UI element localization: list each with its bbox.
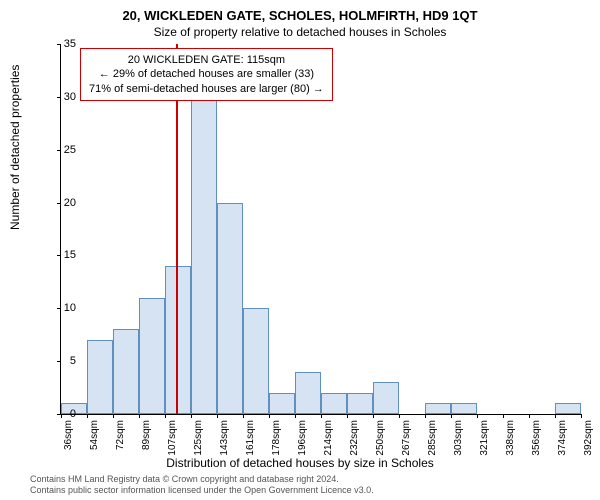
ytick-label: 15 (46, 249, 76, 261)
xtick-label: 356sqm (531, 420, 542, 460)
xtick-mark (113, 414, 114, 418)
xtick-label: 143sqm (219, 420, 230, 460)
xtick-label: 338sqm (505, 420, 516, 460)
xtick-label: 392sqm (583, 420, 594, 460)
ytick-label: 25 (46, 144, 76, 156)
xtick-label: 178sqm (271, 420, 282, 460)
xtick-mark (165, 414, 166, 418)
xtick-label: 161sqm (245, 420, 256, 460)
xtick-label: 267sqm (401, 420, 412, 460)
info-line-2: ← 29% of detached houses are smaller (33… (89, 67, 324, 81)
histogram-bar (451, 403, 477, 414)
xtick-mark (87, 414, 88, 418)
xtick-mark (191, 414, 192, 418)
xtick-mark (373, 414, 374, 418)
xtick-mark (139, 414, 140, 418)
ytick-label: 0 (46, 408, 76, 420)
xtick-label: 374sqm (557, 420, 568, 460)
histogram-bar (425, 403, 451, 414)
ytick-label: 20 (46, 197, 76, 209)
xtick-mark (477, 414, 478, 418)
info-line-3: 71% of semi-detached houses are larger (… (89, 82, 324, 96)
xtick-label: 54sqm (89, 420, 100, 460)
xtick-label: 36sqm (63, 420, 74, 460)
ytick-label: 30 (46, 91, 76, 103)
xtick-label: 196sqm (297, 420, 308, 460)
histogram-bar (113, 329, 139, 414)
ytick-label: 35 (46, 38, 76, 50)
xtick-label: 250sqm (375, 420, 386, 460)
xtick-mark (425, 414, 426, 418)
histogram-bar (139, 298, 165, 414)
ytick-label: 5 (46, 355, 76, 367)
ytick-label: 10 (46, 302, 76, 314)
xtick-label: 232sqm (349, 420, 360, 460)
xtick-mark (399, 414, 400, 418)
histogram-bar (217, 203, 243, 414)
histogram-bar (295, 372, 321, 414)
xtick-label: 72sqm (115, 420, 126, 460)
xtick-mark (243, 414, 244, 418)
footer-line-1: Contains HM Land Registry data © Crown c… (30, 474, 374, 485)
histogram-bar (373, 382, 399, 414)
xtick-label: 125sqm (193, 420, 204, 460)
xtick-mark (269, 414, 270, 418)
info-line-1: 20 WICKLEDEN GATE: 115sqm (89, 53, 324, 67)
xtick-label: 89sqm (141, 420, 152, 460)
histogram-bar (347, 393, 373, 414)
xtick-label: 321sqm (479, 420, 490, 460)
footer-attribution: Contains HM Land Registry data © Crown c… (30, 474, 374, 496)
xtick-mark (529, 414, 530, 418)
footer-line-2: Contains public sector information licen… (30, 485, 374, 496)
xtick-label: 285sqm (427, 420, 438, 460)
xtick-mark (295, 414, 296, 418)
histogram-bar (321, 393, 347, 414)
xtick-mark (347, 414, 348, 418)
chart-title: 20, WICKLEDEN GATE, SCHOLES, HOLMFIRTH, … (0, 0, 600, 23)
xtick-label: 303sqm (453, 420, 464, 460)
xtick-label: 107sqm (167, 420, 178, 460)
xtick-label: 214sqm (323, 420, 334, 460)
xtick-mark (451, 414, 452, 418)
histogram-bar (269, 393, 295, 414)
histogram-bar (243, 308, 269, 414)
xtick-mark (217, 414, 218, 418)
histogram-bar (191, 86, 217, 414)
info-box: 20 WICKLEDEN GATE: 115sqm ← 29% of detac… (80, 48, 333, 101)
xtick-mark (503, 414, 504, 418)
chart-container: 20, WICKLEDEN GATE, SCHOLES, HOLMFIRTH, … (0, 0, 600, 500)
x-axis-label: Distribution of detached houses by size … (0, 456, 600, 470)
chart-subtitle: Size of property relative to detached ho… (0, 23, 600, 39)
y-axis-label: Number of detached properties (8, 65, 22, 230)
xtick-mark (555, 414, 556, 418)
histogram-bar (555, 403, 581, 414)
histogram-bar (87, 340, 113, 414)
xtick-mark (581, 414, 582, 418)
xtick-mark (321, 414, 322, 418)
